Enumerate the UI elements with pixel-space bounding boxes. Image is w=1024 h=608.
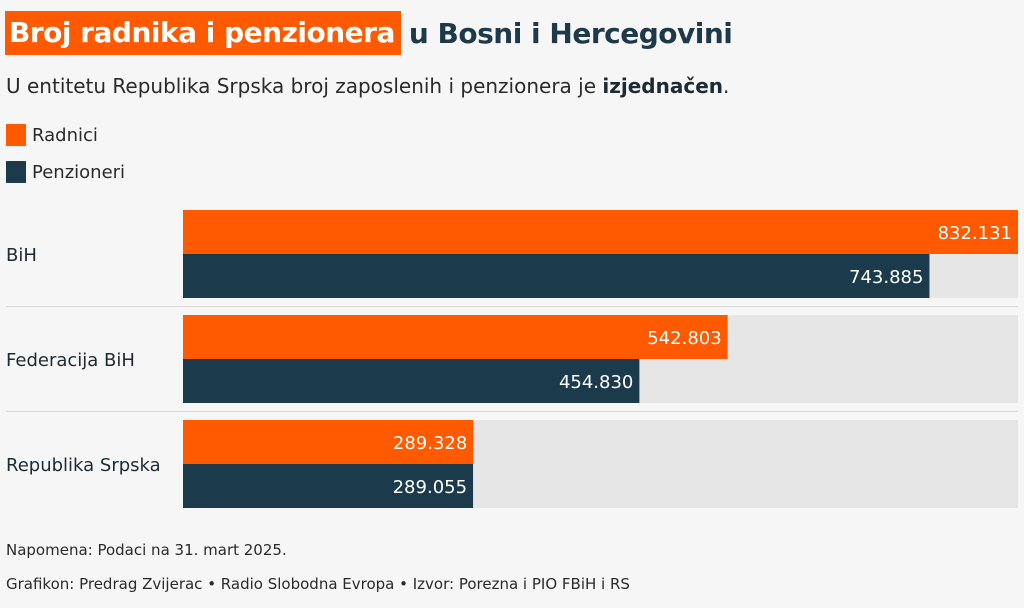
category-label-bih: BiH <box>6 245 37 266</box>
chart-title: Broj radnika i penzionera u Bosni i Herc… <box>5 10 733 56</box>
value-label-republika-srpska-radnici: 289.328 <box>393 433 467 454</box>
bar-bih-penzioneri <box>183 254 930 298</box>
subtitle-text: U entitetu Republika Srpska broj zaposle… <box>6 74 603 98</box>
value-label-bih-penzioneri: 743.885 <box>849 267 923 288</box>
title-rest: u Bosni i Hercegovini <box>408 16 733 50</box>
value-label-republika-srpska-penzioneri: 289.055 <box>393 477 467 498</box>
bar-chart: 832.131 743.885 BiH 542.803 454.830 Federacij… <box>6 210 1018 508</box>
legend-label-penzioneri: Penzioneri <box>32 161 126 183</box>
value-label-federacija-bih-radnici: 542.803 <box>647 328 721 349</box>
subtitle-emphasis: izjednačen <box>602 74 724 98</box>
bar-republika-srpska-penzioneri <box>183 464 474 508</box>
title-highlight: Broj radnika i penzionera <box>5 11 401 55</box>
value-label-federacija-bih-penzioneri: 454.830 <box>559 372 633 393</box>
category-label-republika-srpska: Republika Srpska <box>6 455 161 476</box>
category-label-federacija-bih: Federacija BiH <box>6 350 135 371</box>
credit-line: Grafikon: Predrag Zvijerac • Radio Slobo… <box>6 575 630 593</box>
legend-item-radnici: Radnici <box>6 124 98 146</box>
chart-subtitle: U entitetu Republika Srpska broj zaposle… <box>6 74 729 98</box>
subtitle-end: . <box>723 74 730 98</box>
bar-federacija-bih-penzioneri <box>183 359 640 403</box>
legend-item-penzioneri: Penzioneri <box>6 161 125 183</box>
legend-swatch-radnici <box>6 124 26 146</box>
bar-republika-srpska-radnici <box>183 420 474 464</box>
legend-swatch-penzioneri <box>6 161 26 183</box>
footnote: Napomena: Podaci na 31. mart 2025. <box>6 541 287 559</box>
value-label-bih-radnici: 832.131 <box>938 223 1012 244</box>
bar-bih-radnici <box>183 210 1018 254</box>
legend-label-radnici: Radnici <box>32 124 98 146</box>
bar-federacija-bih-radnici <box>183 315 728 359</box>
